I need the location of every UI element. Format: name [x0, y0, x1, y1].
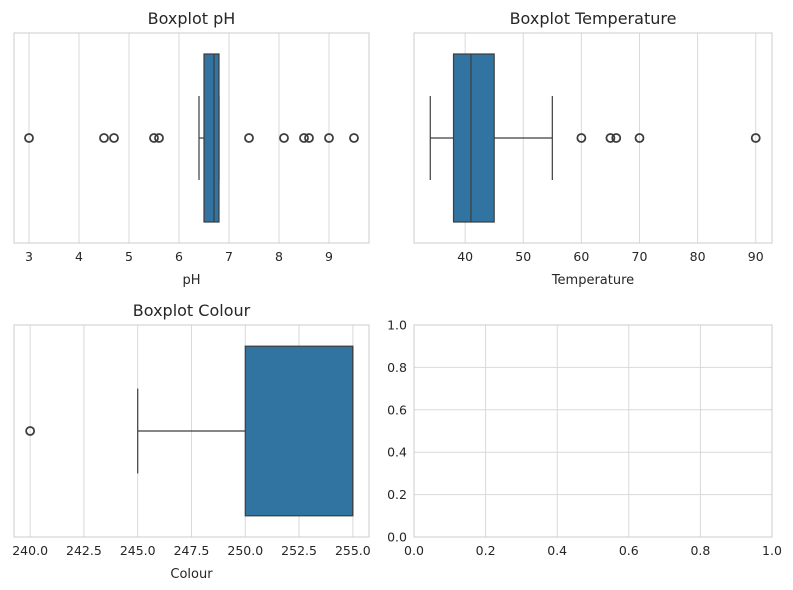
axes-frame	[13, 32, 370, 244]
x-tick-label: 3	[25, 249, 33, 264]
x-tick-label: 242.5	[66, 543, 102, 558]
iqr-box	[244, 345, 354, 517]
outlier-point	[109, 133, 119, 143]
subplot-1: 3 4 5 6 7 8 9 Boxplot pH pH	[13, 9, 370, 288]
subplot-3: 240.0 242.5 245.0 247.5 250.0 252.5 255.0 Boxpl…	[12, 301, 371, 582]
outlier-point	[25, 426, 36, 436]
x-tick-label: 5	[125, 249, 133, 264]
outlier-point	[324, 133, 334, 143]
x-tick-label: 1.0	[762, 543, 782, 558]
x-tick-label: 240.0	[12, 543, 48, 558]
axes-frame	[413, 32, 773, 244]
outlier-point	[634, 133, 645, 143]
outlier-point	[299, 133, 309, 143]
outlier-point	[349, 133, 359, 143]
y-tick-label: 0.8	[387, 360, 407, 375]
outlier-point	[154, 133, 164, 143]
iqr-box	[452, 53, 495, 223]
axes-frame	[13, 324, 370, 538]
x-axis-label: Colour	[170, 567, 213, 582]
outlier-point	[99, 133, 109, 143]
outlier-point	[149, 133, 159, 143]
x-tick-label: 6	[175, 249, 183, 264]
x-tick-label: 60	[573, 249, 589, 264]
x-tick-label: 0.4	[547, 543, 567, 558]
x-tick-label: 250.0	[227, 543, 263, 558]
outlier-point	[611, 133, 622, 143]
x-tick-label: 255.0	[335, 543, 371, 558]
x-tick-label: 0.2	[476, 543, 496, 558]
y-tick-label: 0.0	[387, 530, 407, 545]
x-tick-label: 7	[225, 249, 233, 264]
x-tick-label: 0.6	[619, 543, 639, 558]
x-tick-label: 90	[748, 249, 764, 264]
outlier-point	[24, 133, 34, 143]
y-tick-label: 0.6	[387, 402, 407, 417]
outlier-point	[605, 133, 616, 143]
chart-title: Boxplot pH	[148, 9, 236, 28]
x-tick-label: 245.0	[120, 543, 156, 558]
x-tick-label: 70	[632, 249, 648, 264]
x-tick-label: 0.0	[404, 543, 424, 558]
x-axis-label: pH	[182, 273, 200, 288]
x-tick-label: 247.5	[174, 543, 210, 558]
x-tick-label: 4	[75, 249, 83, 264]
y-tick-label: 1.0	[387, 318, 407, 333]
x-axis-label: Temperature	[551, 273, 634, 288]
chart-title: Boxplot Temperature	[510, 9, 677, 28]
outlier-point	[576, 133, 587, 143]
outlier-point	[304, 133, 314, 143]
iqr-box	[203, 53, 220, 223]
subplot-2: 40 50 60 70 80 90 Boxplot Temperature Temperatu…	[413, 9, 773, 288]
y-tick-label: 0.2	[387, 487, 407, 502]
outlier-point	[244, 133, 254, 143]
x-tick-label: 50	[515, 249, 531, 264]
x-tick-label: 80	[690, 249, 706, 264]
axes-frame	[413, 324, 773, 538]
chart-title: Boxplot Colour	[133, 301, 251, 320]
subplot-4: 0.0 0.2 0.4 0.6 0.8 1.0 0.0 0.2 0.4 0.6 0.8 1.0	[387, 318, 782, 559]
x-tick-label: 9	[325, 249, 333, 264]
x-tick-label: 40	[457, 249, 473, 264]
outlier-point	[279, 133, 289, 143]
outlier-point	[750, 133, 761, 143]
x-tick-label: 252.5	[281, 543, 317, 558]
x-tick-label: 0.8	[690, 543, 710, 558]
y-tick-label: 0.4	[387, 445, 407, 460]
x-tick-label: 8	[275, 249, 283, 264]
